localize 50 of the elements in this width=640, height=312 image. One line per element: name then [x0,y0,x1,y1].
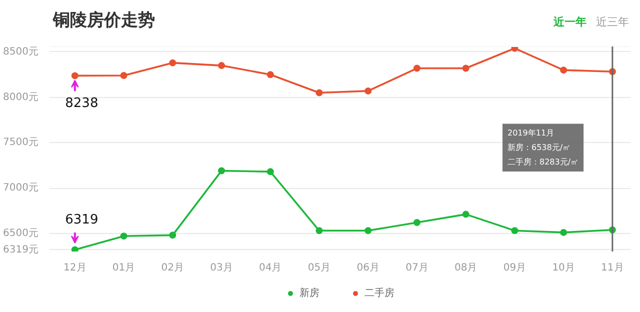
y-tick-label: 7000元 [3,182,39,194]
point [364,227,372,234]
point [218,167,226,174]
annotation: 新房：6538元/㎡ [508,143,571,152]
point [71,246,78,252]
point [511,227,518,234]
point [462,210,470,218]
legend-label: 二手房 [364,286,394,300]
point [266,168,274,176]
x-tick-label: 10月 [552,262,575,274]
x-tick-label: 06月 [356,262,380,274]
x-tick-label: 05月 [308,262,331,274]
x-tick-label: 01月 [112,262,136,274]
point [218,62,226,70]
point [120,72,128,80]
point [413,218,420,226]
annotation: 6319 [65,212,98,228]
x-tick-label: 04月 [259,262,282,274]
annotation: 二手房：8283元/㎡ [508,158,579,166]
point [316,227,323,234]
point [511,46,518,52]
x-tick-label: 02月 [161,262,184,274]
x-tick-label: 03月 [210,262,233,274]
y-tick-label: 6319元 [3,244,39,256]
text: 近一年 [552,16,586,28]
point [120,232,128,240]
point [462,64,470,72]
point [364,87,372,94]
x-tick-label: 09月 [503,262,526,274]
y-tick-label: 7500元 [3,137,39,148]
point [560,66,568,74]
x-tick-label: 12月 [64,262,86,274]
annotation: 8238 [65,96,98,111]
x-tick-label: 07月 [406,262,428,274]
point [169,232,176,239]
y-tick-label: 8500元 [3,46,39,58]
point [560,228,568,236]
text: 近三年 [596,16,630,28]
y-tick-label: 6500元 [3,228,39,239]
annotation: 2019年11月 [508,128,554,138]
point [316,89,323,96]
point [413,64,420,72]
point [71,72,78,80]
point [169,59,176,66]
chart-title: 铜陵房价走势 [52,10,156,30]
point [266,71,274,78]
x-tick-label: 08月 [454,262,478,274]
x-tick-label: 11月 [601,262,624,274]
y-tick-label: 8000元 [3,92,39,103]
legend-label: 新房 [300,286,320,300]
